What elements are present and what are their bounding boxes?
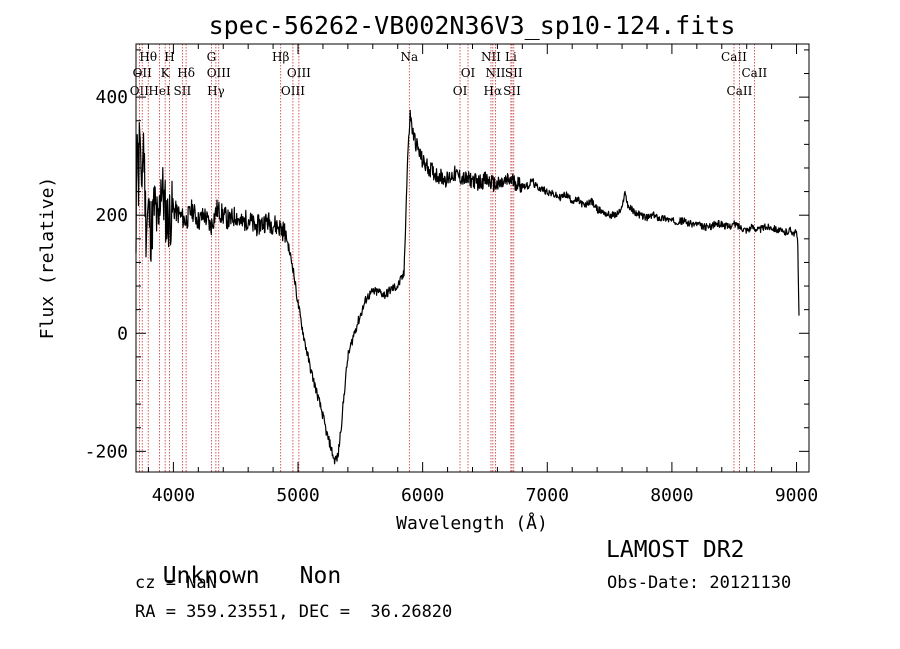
y-tick-label: 0	[117, 323, 128, 344]
axis-ticks: 4000 5000 6000 7000 8000 9000 -200 0 200 400	[85, 44, 818, 506]
line-markers: OII OII Hθ HeI KH SII Hδ G Hγ OIII Hβ OIII OIII Na OI O…	[130, 44, 768, 472]
survey-label: LAMOST DR2	[606, 537, 745, 563]
line-marker-label: Hθ	[139, 50, 157, 64]
line-marker-label: NII	[481, 50, 501, 64]
line-marker-label: CaII	[741, 66, 767, 80]
line-marker-label: CaII	[721, 50, 747, 64]
line-marker-label: CaII	[727, 84, 753, 98]
line-marker-label: OIII	[207, 66, 231, 80]
coordinates-label: RA = 359.23551, DEC = 36.26820	[135, 602, 453, 622]
line-marker-label: OII	[130, 84, 150, 98]
line-marker-label: OI	[461, 66, 476, 80]
x-tick-label: 7000	[526, 485, 569, 506]
x-tick-label: 4000	[152, 485, 195, 506]
line-marker-label: Na	[400, 50, 418, 64]
line-marker-label: K	[161, 66, 171, 80]
line-marker-label: NII	[485, 66, 505, 80]
line-marker-label: Hβ	[272, 50, 289, 64]
line-marker-label: Hγ	[207, 84, 225, 98]
y-tick-label: 400	[95, 87, 128, 108]
line-marker-label: Hδ	[177, 66, 195, 80]
line-marker-label: Li	[505, 50, 517, 64]
line-marker-label: SII	[503, 84, 521, 98]
line-marker-label: H	[164, 50, 174, 64]
obs-date-label: Obs-Date: 20121130	[607, 573, 792, 593]
x-tick-label: 5000	[276, 485, 319, 506]
spectrum-series-line	[135, 109, 800, 465]
cz-label: cz = NaN	[135, 573, 217, 593]
line-marker-label: OI	[453, 84, 468, 98]
object-class: Unknown	[162, 563, 260, 589]
line-marker-label: OIII	[281, 84, 305, 98]
object-subclass: Non	[299, 563, 342, 589]
line-marker-label: OII	[133, 66, 153, 80]
y-tick-label: -200	[85, 441, 128, 462]
line-marker-label: SII	[174, 84, 192, 98]
line-marker-label: HeI	[148, 84, 171, 98]
x-axis-label: Wavelength (Å)	[396, 512, 548, 534]
line-marker-label: OIII	[287, 66, 311, 80]
y-tick-label: 200	[95, 205, 128, 226]
line-marker-label: SII	[505, 66, 523, 80]
chart-title: spec-56262-VB002N36V3_sp10-124.fits	[209, 11, 736, 40]
x-tick-label: 6000	[401, 485, 444, 506]
y-axis-label: Flux (relative)	[37, 177, 58, 340]
line-marker-label: Hα	[484, 84, 503, 98]
x-tick-label: 8000	[650, 485, 693, 506]
plot-frame	[135, 43, 810, 473]
line-marker-label: G	[207, 50, 217, 64]
x-tick-label: 9000	[775, 485, 818, 506]
